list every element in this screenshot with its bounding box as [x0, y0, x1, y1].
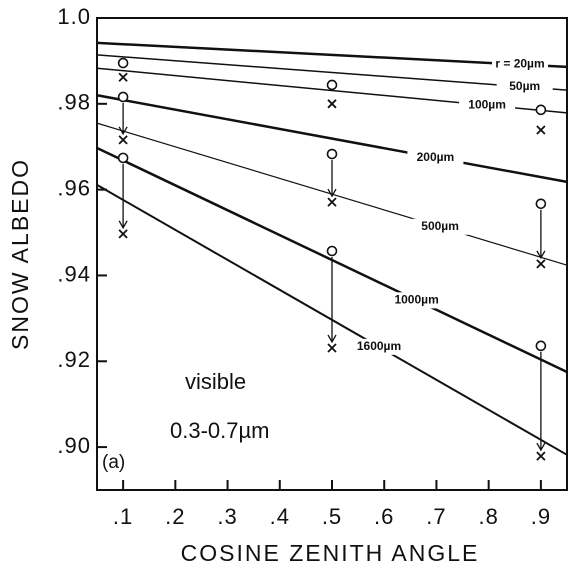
cross-marker: [327, 343, 337, 353]
y-tick-label: .90: [57, 433, 91, 458]
x-tick-label: .4: [270, 504, 290, 529]
circle-marker: [117, 57, 129, 69]
cross-marker: [327, 197, 337, 207]
y-tick-label: .98: [57, 90, 91, 115]
series-line: [96, 54, 568, 91]
series-label: 1600µm: [357, 339, 401, 353]
arrow-head: [118, 220, 128, 230]
y-tick-label: 1.0: [57, 4, 91, 29]
label-bg: [459, 97, 516, 114]
label-bg: [496, 78, 553, 95]
series-label: 1000µm: [394, 292, 438, 306]
circle-marker: [326, 79, 338, 91]
y-tick-label: .94: [57, 261, 91, 286]
circle-marker: [326, 148, 338, 160]
series-label: 100µm: [468, 97, 506, 111]
x-tick-label: .7: [426, 504, 446, 529]
x-tick-label: .3: [217, 504, 237, 529]
series-label: r = 20µm: [495, 57, 544, 71]
annotation: (a): [102, 452, 125, 473]
cross-marker: [536, 451, 546, 461]
y-tick-label: .96: [57, 175, 91, 200]
arrow-head: [118, 126, 128, 136]
y-tick-label: .92: [57, 347, 91, 372]
series-label: 200µm: [417, 150, 455, 164]
x-tick-label: .1: [113, 504, 133, 529]
cross-marker: [536, 125, 546, 135]
label-bg: [412, 218, 469, 235]
label-bg: [388, 292, 445, 309]
x-tick-label: .9: [531, 504, 551, 529]
arrow-head: [536, 442, 546, 452]
series-line: [96, 41, 568, 69]
x-axis-title: COSINE ZENITH ANGLE: [181, 540, 480, 566]
label-bg: [407, 149, 464, 166]
label-bg: [351, 338, 407, 355]
circle-marker: [117, 152, 129, 164]
circle-marker: [326, 245, 338, 257]
x-tick-label: .2: [165, 504, 185, 529]
arrow-head: [327, 188, 337, 198]
series-line: [96, 94, 568, 184]
x-tick-label: .8: [478, 504, 498, 529]
cross-marker: [118, 135, 128, 145]
circle-marker: [535, 104, 547, 116]
circle-marker: [535, 198, 547, 210]
series-label: 500µm: [421, 219, 459, 233]
annotation: 0.3-0.7µm: [170, 418, 270, 443]
cross-marker: [327, 99, 337, 109]
cross-marker: [536, 259, 546, 269]
y-axis-title: SNOW ALBEDO: [7, 158, 33, 350]
cross-marker: [118, 72, 128, 82]
cross-marker: [118, 229, 128, 239]
arrow-head: [536, 250, 546, 260]
x-tick-label: .5: [322, 504, 342, 529]
arrow-head: [327, 334, 337, 344]
label-bg: [492, 56, 548, 73]
x-tick-label: .6: [374, 504, 394, 529]
circle-marker: [117, 91, 129, 103]
annotation: visible: [185, 369, 246, 394]
series-label: 50µm: [509, 79, 540, 93]
circle-marker: [535, 340, 547, 352]
